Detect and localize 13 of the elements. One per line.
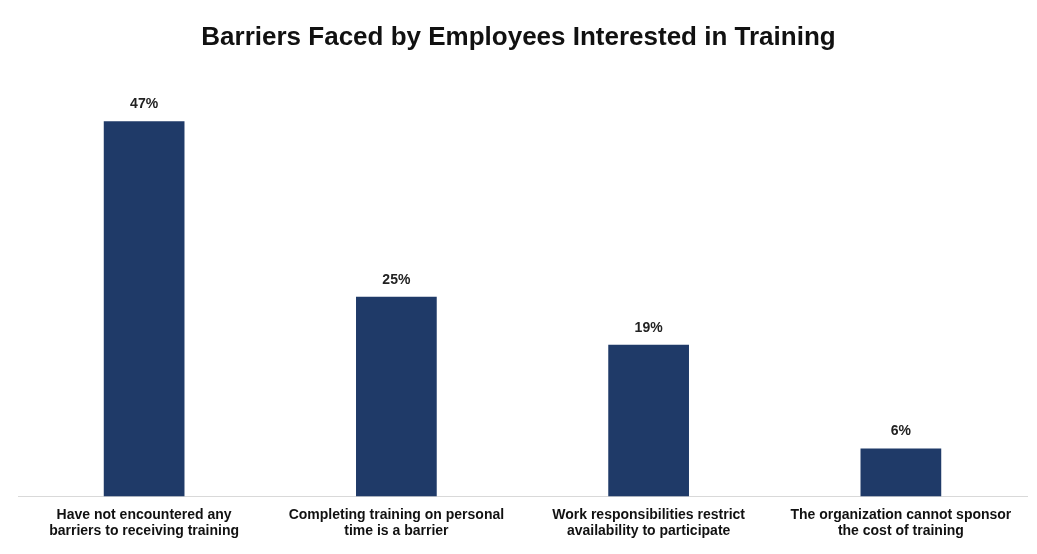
bar xyxy=(608,344,689,497)
chart-title: Barriers Faced by Employees Interested in Training xyxy=(201,20,836,51)
data-label: 25% xyxy=(382,270,411,287)
data-label: 6% xyxy=(890,422,912,439)
x-tick-label: Work responsibilities restrict availability to participate xyxy=(552,505,746,539)
x-tick-label: The organization cannot sponsor the cost of training xyxy=(790,505,1012,539)
data-label: 47% xyxy=(130,95,159,112)
x-tick-label: Have not encountered any barriers to receiving training xyxy=(49,505,240,539)
data-label: 19% xyxy=(634,318,664,335)
bar xyxy=(356,296,437,497)
bar xyxy=(103,121,185,497)
x-tick-label: Completing training on personal time is a barrier xyxy=(288,505,505,539)
bar xyxy=(860,448,942,497)
